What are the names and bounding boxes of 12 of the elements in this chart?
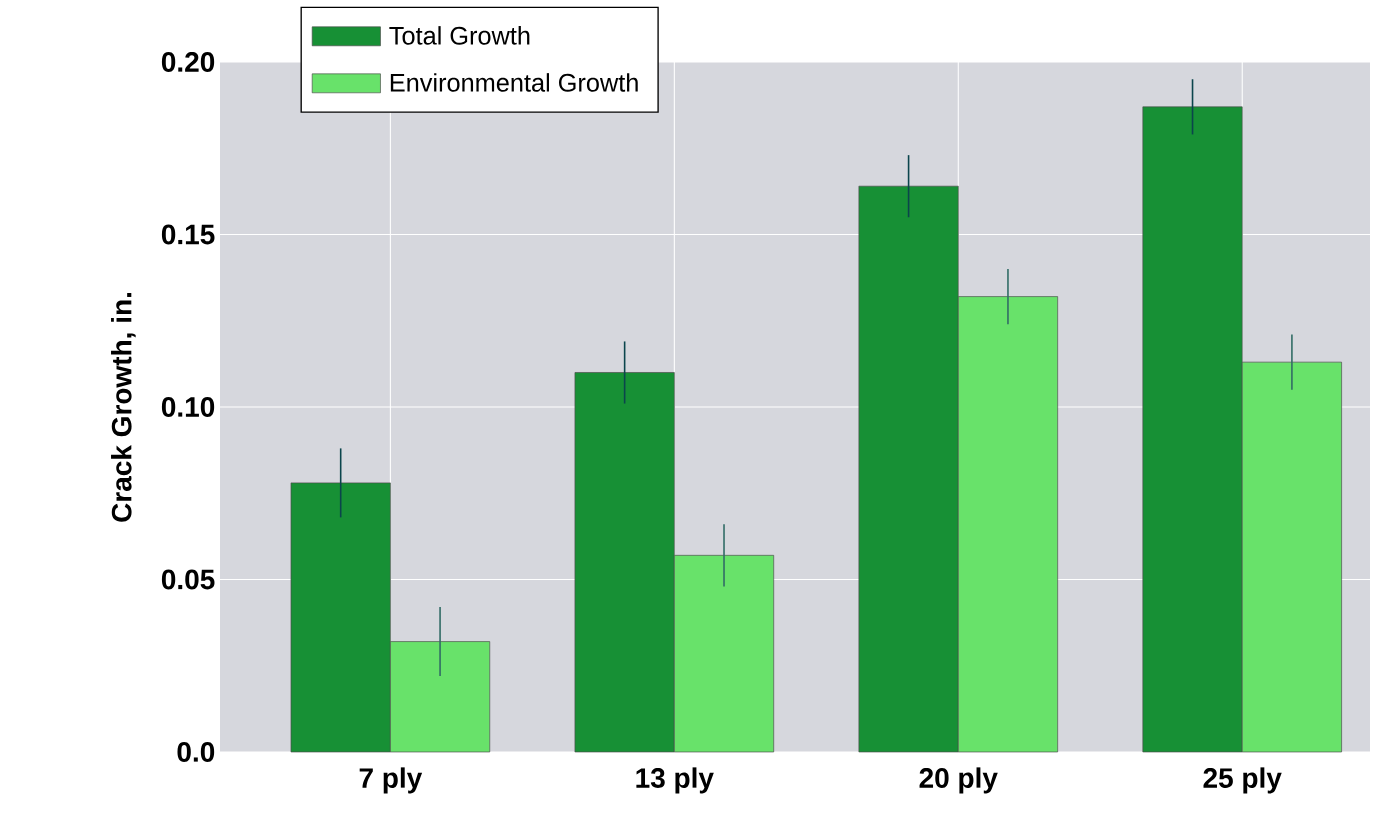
y-tick-label: 0.0: [177, 742, 215, 762]
y-axis-title: Crack Growth, in.: [111, 293, 136, 522]
x-tick-label: 25 ply: [1203, 767, 1282, 794]
y-tick-label: 0.15: [161, 224, 215, 245]
y-tick-label: 0.10: [161, 397, 215, 417]
legend-label: Environmental Growth: [390, 73, 638, 92]
x-tick-label: 20 ply: [919, 767, 998, 794]
legend-label: Total Growth: [389, 26, 530, 45]
x-tick-label: 7 ply: [359, 767, 423, 794]
x-tick-label: 13 ply: [636, 767, 714, 794]
y-tick-label: 0.20: [161, 52, 215, 72]
y-tick-label: 0.05: [161, 569, 215, 590]
